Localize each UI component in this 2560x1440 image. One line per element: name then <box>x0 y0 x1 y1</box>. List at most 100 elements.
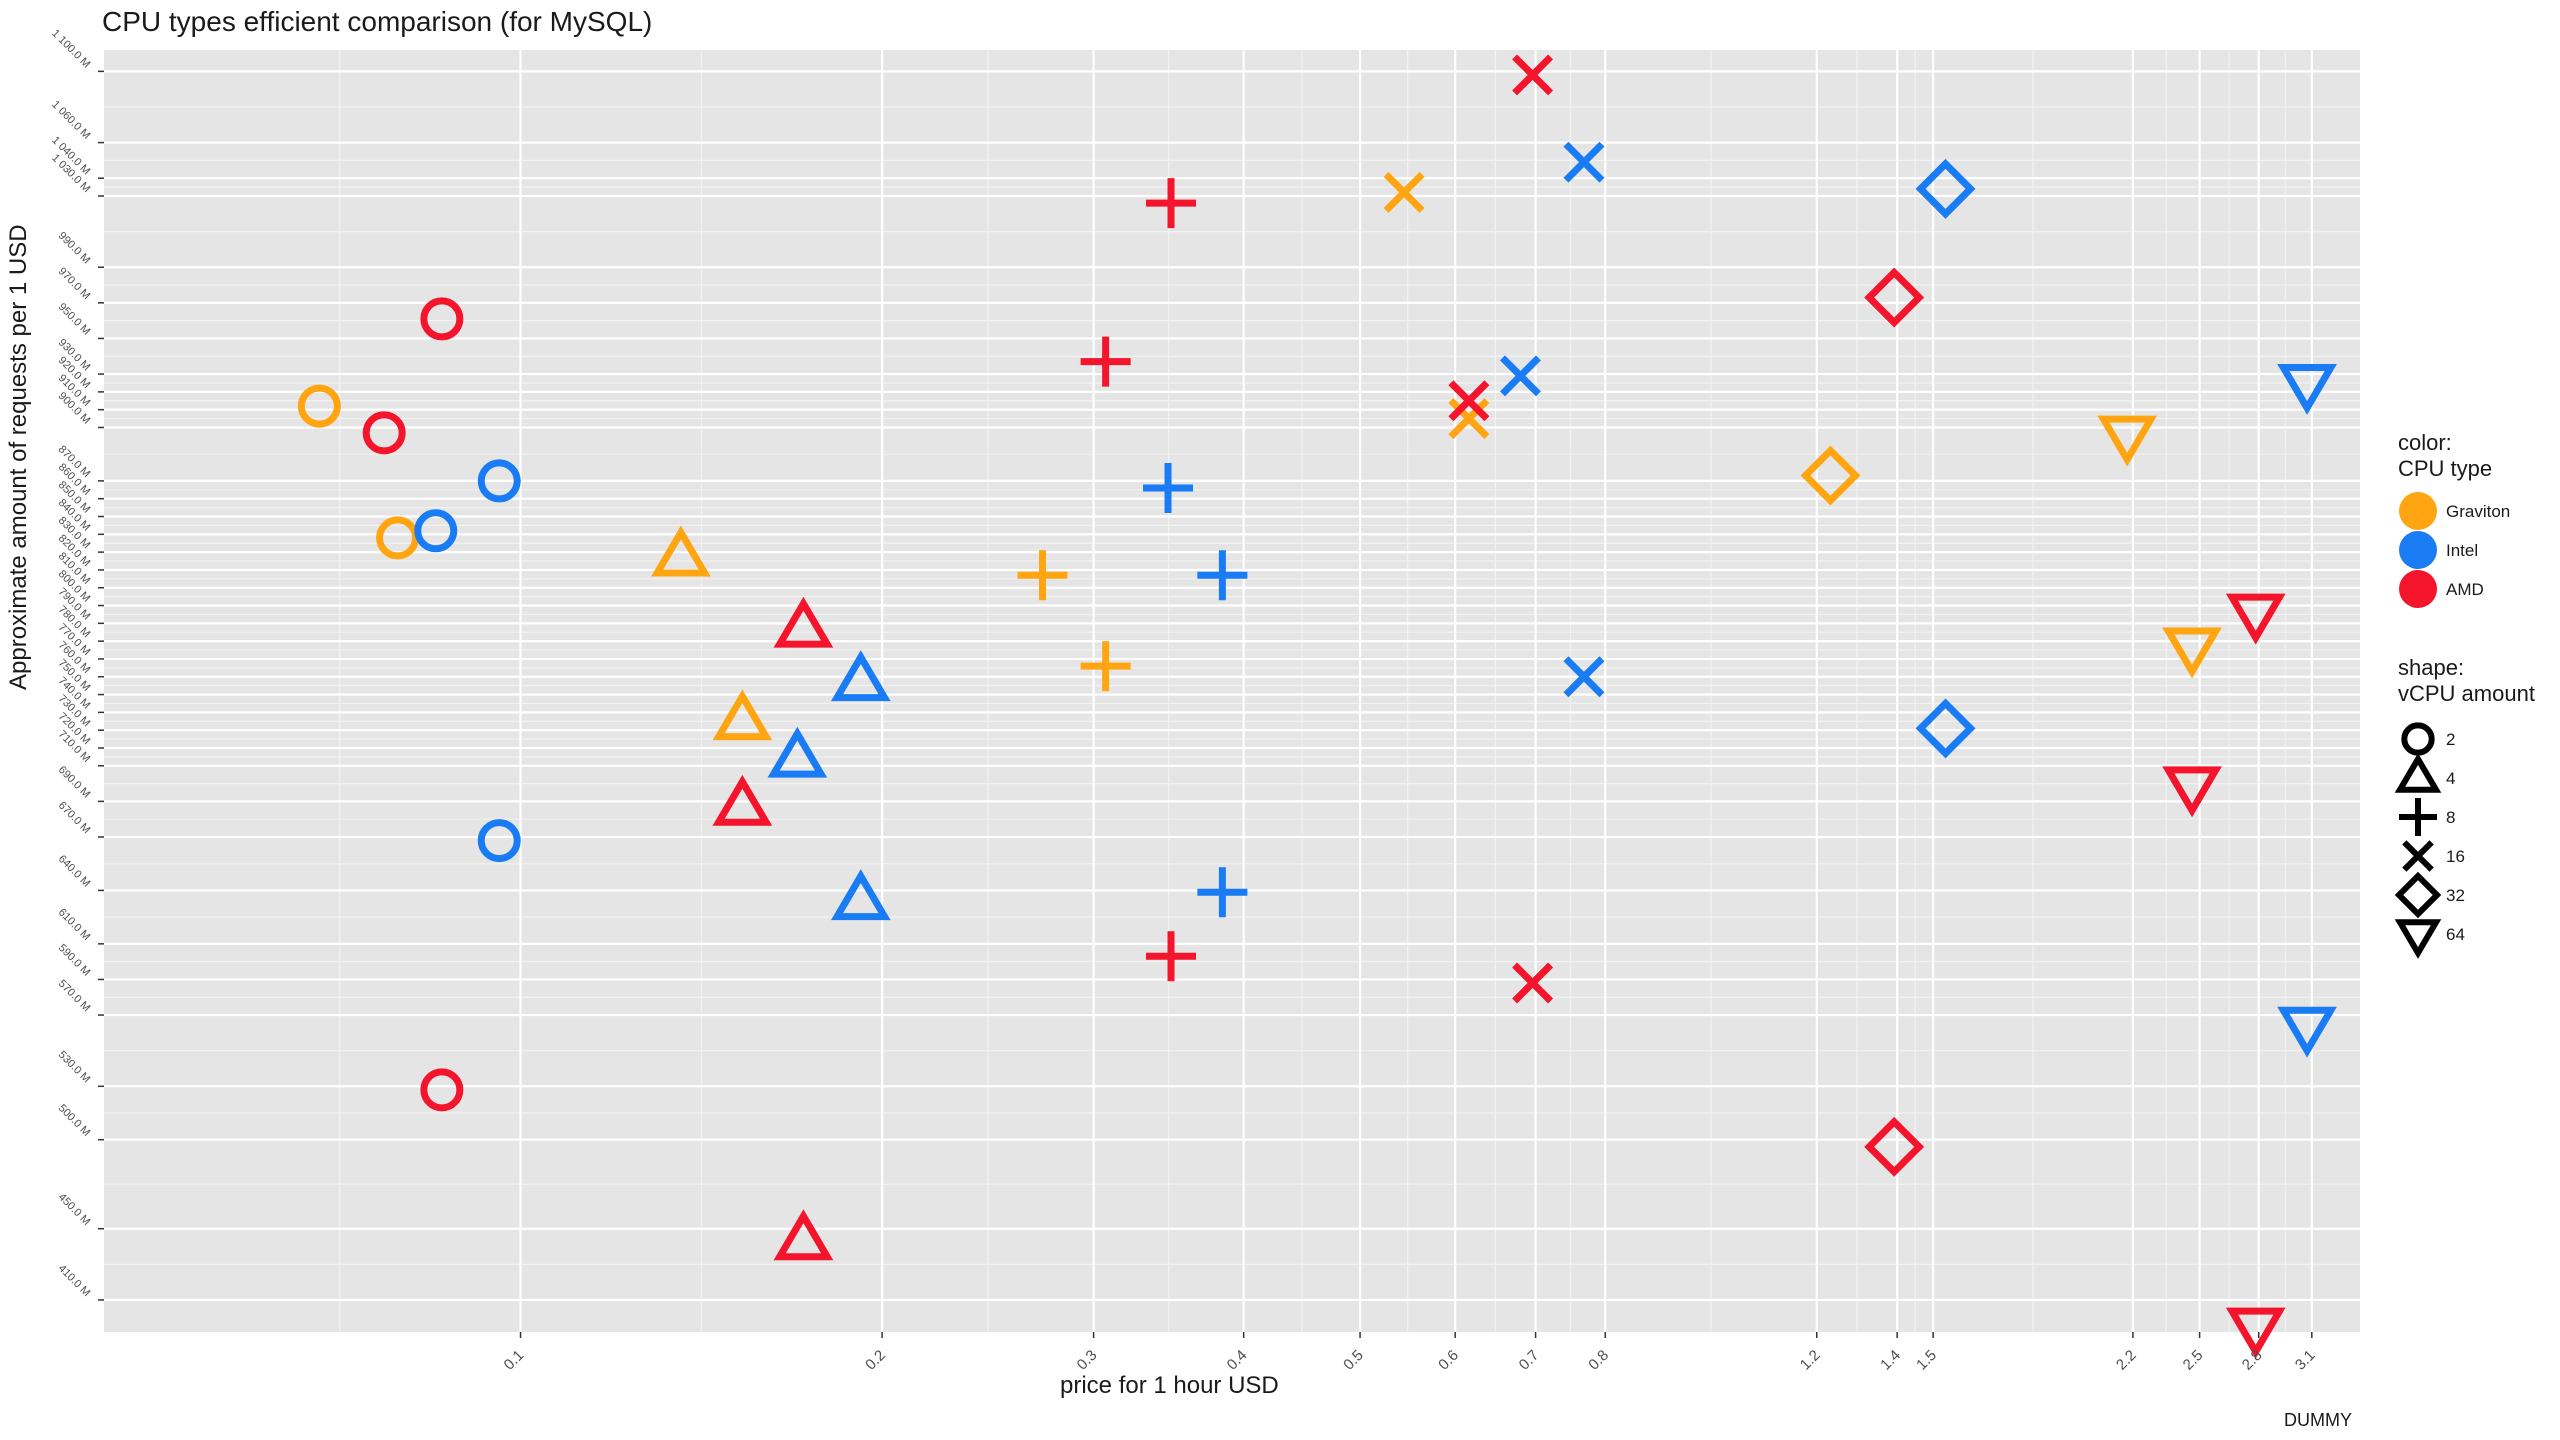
x-tick-label: 0.3 <box>1074 1347 1101 1374</box>
legend-shape-key <box>2399 798 2437 836</box>
data-point <box>1448 398 1490 440</box>
x-tick-label: 0.2 <box>862 1347 889 1374</box>
legend-shape-label: 16 <box>2446 847 2465 866</box>
data-point <box>2162 627 2222 679</box>
data-point <box>1197 550 1248 601</box>
data-point <box>2277 363 2337 415</box>
caption: DUMMY <box>2284 1410 2352 1430</box>
data-point <box>420 297 464 341</box>
y-tick-label: 570.0 M <box>56 978 93 1015</box>
data-point <box>2277 1006 2337 1058</box>
legend-shape-label: 4 <box>2446 769 2455 788</box>
data-point <box>2162 766 2222 818</box>
data-point <box>1512 54 1554 96</box>
legend-color-label: Graviton <box>2446 502 2510 521</box>
plot-panel <box>104 50 2360 1332</box>
data-point <box>767 726 828 778</box>
x-tick-label: 0.8 <box>1585 1347 1612 1374</box>
data-point <box>1563 141 1605 183</box>
x-tick-label: 2.8 <box>2239 1347 2266 1374</box>
data-point <box>362 411 406 455</box>
data-point <box>773 596 834 648</box>
y-tick-label: 1 100.0 M <box>49 27 92 70</box>
data-point <box>1448 380 1490 422</box>
legend-shape-key <box>2394 919 2442 959</box>
legend-color-title: color: CPU type <box>2398 430 2493 481</box>
x-tick-label: 2.2 <box>2113 1347 2140 1374</box>
legend-shape-label: 2 <box>2446 730 2455 749</box>
y-tick-label: 500.0 M <box>56 1102 93 1139</box>
x-tick-label: 0.1 <box>501 1347 528 1374</box>
x-axis-title: price for 1 hour USD <box>1060 1372 1279 1399</box>
data-point <box>712 774 773 826</box>
y-tick-label: 590.0 M <box>56 942 93 979</box>
data-point <box>773 1209 834 1261</box>
y-tick-label: 950.0 M <box>56 301 93 338</box>
data-point <box>1512 962 1554 1004</box>
legend-color-key <box>2399 492 2437 530</box>
legend-shape-key <box>2401 722 2435 756</box>
x-tick-label: 0.7 <box>1516 1347 1543 1374</box>
y-tick-label: 640.0 M <box>56 853 93 890</box>
data-point <box>1146 178 1197 229</box>
x-tick-label: 3.1 <box>2292 1347 2319 1374</box>
x-tick-label: 1.2 <box>1797 1347 1824 1374</box>
y-tick-label: 970.0 M <box>56 265 93 302</box>
legend-shape-key <box>2394 753 2442 793</box>
data-point <box>477 459 521 503</box>
x-axis: 0.1 0.2 0.3 0.4 0.5 0.6 0.7 0.8 1.2 1.4 1.5 2.2 2.5 2… <box>501 1332 2319 1374</box>
data-point <box>1499 355 1541 397</box>
data-point <box>1915 698 1976 759</box>
data-point <box>420 1068 464 1112</box>
data-point <box>651 525 711 577</box>
data-point <box>830 869 891 921</box>
y-axis-title: Approximate amount of requests per 1 USD <box>5 224 32 690</box>
legend-shape-label: 8 <box>2446 808 2455 827</box>
points-layer <box>297 54 2337 1359</box>
data-point <box>1146 931 1197 982</box>
legend-color-key <box>2399 570 2437 608</box>
legend-color-label: Intel <box>2446 541 2478 560</box>
data-point <box>1563 656 1605 698</box>
x-tick-label: 0.4 <box>1224 1347 1251 1374</box>
data-point <box>1197 867 1248 918</box>
x-tick-label: 1.5 <box>1913 1347 1940 1374</box>
legend-shape-label: 64 <box>2446 925 2465 944</box>
y-axis: 410.0 M 450.0 M 500.0 M 530.0 M 570.0 M590.0… <box>49 27 104 1301</box>
data-point <box>1864 267 1925 328</box>
data-point <box>830 650 891 702</box>
legend: Graviton Intel AMD 2 4 8 16 32 64 <box>2394 492 2510 959</box>
x-tick-label: 0.6 <box>1435 1347 1462 1374</box>
y-tick-label: 610.0 M <box>56 906 93 943</box>
y-tick-label: 690.0 M <box>56 764 93 801</box>
legend-shape-title: shape: vCPU amount <box>2398 655 2535 706</box>
data-point <box>2225 1307 2286 1359</box>
chart-title: CPU types efficient comparison (for MySQ… <box>102 6 653 37</box>
data-point <box>1915 158 1976 219</box>
data-point <box>1143 463 1194 514</box>
x-tick-label: 1.4 <box>1877 1347 1904 1374</box>
data-point <box>1800 445 1861 506</box>
data-point <box>712 689 773 741</box>
legend-color-key <box>2399 531 2437 569</box>
y-tick-label: 990.0 M <box>56 230 93 267</box>
data-point <box>1080 641 1131 692</box>
legend-shape-label: 32 <box>2446 886 2465 905</box>
y-tick-label: 530.0 M <box>56 1049 93 1086</box>
data-point <box>1864 1116 1925 1177</box>
y-tick-label: 670.0 M <box>56 800 93 837</box>
data-point <box>297 384 341 428</box>
y-tick-label: 450.0 M <box>56 1191 93 1228</box>
data-point <box>414 509 458 553</box>
legend-shape-key <box>2394 871 2442 919</box>
data-point <box>477 819 521 863</box>
legend-color-label: AMD <box>2446 580 2484 599</box>
data-point <box>1080 336 1131 387</box>
data-point <box>2097 415 2158 467</box>
x-tick-label: 0.5 <box>1340 1347 1367 1374</box>
legend-shape-key <box>2402 840 2434 872</box>
data-point <box>1383 171 1425 213</box>
data-point <box>2225 593 2286 645</box>
x-tick-label: 2.5 <box>2180 1347 2207 1374</box>
